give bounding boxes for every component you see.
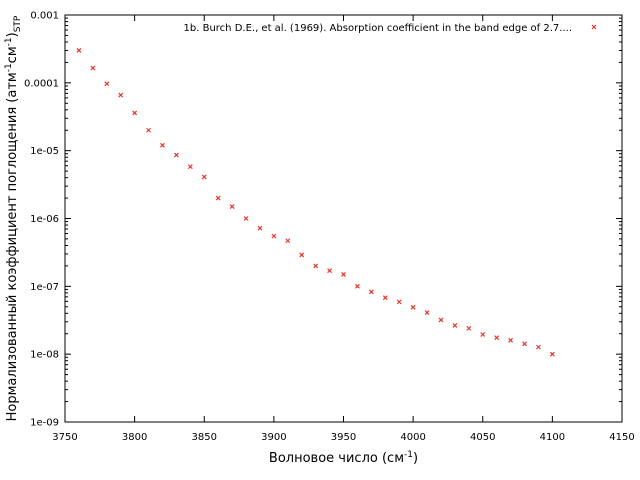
x-axis-title-main: Волновое число (см [269,451,404,466]
x-axis-title-sup: -1 [404,450,413,460]
data-point [382,295,388,301]
y-axis: 0.001 0.0001 1e-05 1e-06 1e-07 1e-08 1e-09 [24,11,622,429]
data-point [368,289,374,295]
data-point [146,127,151,133]
data-point [257,225,263,231]
data-point [327,268,332,274]
data-point [243,216,249,221]
data-point [215,195,221,201]
y-axis-title-sub: STP [13,15,23,32]
x-tick-label: 3750 [52,432,77,443]
x-tick-label: 3800 [122,432,147,443]
y-tick-label: 1e-08 [30,350,59,361]
data-point [132,110,138,116]
legend-label: 1b. Burch D.E., et al. (1969). Absorptio… [184,23,572,34]
data-point [341,271,346,277]
data-point [201,174,207,180]
data-point [285,238,291,244]
legend-marker [591,24,597,30]
legend: 1b. Burch D.E., et al. (1969). Absorptio… [184,23,597,34]
y-axis-title-main: Нормализованный коэффициент поглощения (… [5,72,20,421]
y-tick-label: 1e-09 [30,418,59,429]
data-point [549,351,555,357]
x-tick-label: 4150 [609,432,634,443]
y-axis-title: Нормализованный коэффициент поглощения (… [4,15,23,421]
y-axis-title-close: ) [5,32,20,37]
data-point [522,341,527,347]
data-point [396,299,402,305]
data-point [229,204,235,209]
data-point [494,335,500,341]
data-point [410,304,416,310]
data-point [160,142,165,148]
x-tick-label: 4050 [470,432,495,443]
data-point [355,283,360,289]
data-point [438,317,444,323]
data-point [424,310,430,316]
x-axis: 3750 3800 3850 3900 3950 4000 4050 4100 4150 [52,15,635,443]
x-tick-label: 3850 [192,432,217,443]
data-point [173,152,179,158]
data-point [313,263,319,269]
x-axis-title-end: ) [413,451,418,466]
y-axis-title-mid: см [5,46,20,63]
data-point [118,92,124,98]
data-point [299,252,305,258]
data-point [187,164,193,170]
data-points [76,48,555,357]
x-tick-label: 4100 [540,432,565,443]
y-tick-label: 1e-05 [30,146,59,157]
y-axis-title-sup1: -1 [4,63,14,72]
data-point [104,81,110,87]
y-tick-label: 1e-06 [30,214,59,225]
y-tick-label: 0.0001 [24,78,59,89]
data-point [466,325,472,331]
y-axis-title-sup2: -1 [4,37,14,46]
x-tick-label: 4000 [400,432,425,443]
data-point [536,344,541,350]
y-tick-label: 0.001 [30,11,59,22]
data-point [452,323,458,328]
x-axis-title: Волновое число (см-1) [269,450,418,466]
data-point [271,233,277,239]
plot-frame [64,14,623,423]
data-point [508,337,514,343]
x-tick-label: 3900 [261,432,286,443]
data-point [480,332,486,337]
legend-marker-symbol [591,24,597,30]
x-tick-label: 3950 [331,432,356,443]
data-point [76,48,82,53]
data-point [90,65,96,71]
y-tick-label: 1e-07 [30,282,59,293]
